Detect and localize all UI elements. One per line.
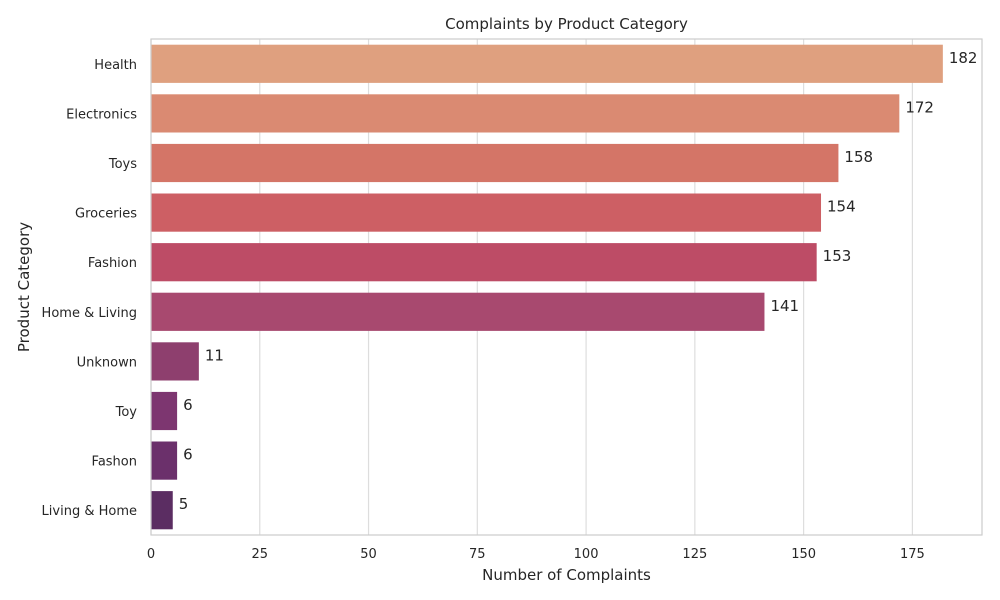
x-tick-label: 150 — [791, 547, 816, 562]
data-label: 182 — [949, 49, 978, 67]
y-tick-label: Groceries — [75, 207, 137, 222]
data-label: 141 — [770, 297, 799, 315]
data-label: 6 — [183, 396, 193, 414]
x-tick-label: 25 — [251, 547, 268, 562]
bar — [151, 143, 839, 183]
bar — [151, 193, 822, 232]
y-axis-title: Product Category — [15, 222, 33, 352]
x-tick-label: 125 — [682, 547, 707, 562]
bar — [151, 342, 199, 381]
bars — [151, 44, 943, 530]
y-tick-label: Fashion — [88, 256, 137, 271]
data-label: 5 — [179, 495, 189, 513]
x-tick-label: 75 — [469, 547, 486, 562]
bar — [151, 94, 900, 133]
data-label: 158 — [844, 148, 873, 166]
y-tick-label: Home & Living — [42, 306, 137, 321]
y-tick-labels: Health Electronics Toys Groceries Fashion Hom… — [42, 58, 138, 519]
y-tick-label: Health — [94, 58, 137, 73]
x-tick-label: 100 — [574, 547, 599, 562]
data-label: 172 — [905, 98, 934, 116]
data-label: 11 — [205, 346, 224, 364]
plot-frame — [150, 38, 983, 536]
x-axis-title: Number of Complaints — [482, 566, 651, 584]
data-label: 6 — [183, 446, 193, 464]
x-tick-labels: 0 25 50 75 100 125 150 175 — [147, 547, 925, 562]
bar — [151, 243, 817, 282]
y-tick-label: Fashon — [92, 455, 137, 470]
data-labels: 182 172 158 154 153 141 11 6 6 5 — [179, 49, 978, 513]
x-tick-label: 0 — [147, 547, 155, 562]
bar — [151, 491, 173, 530]
bar — [151, 44, 943, 83]
bar — [151, 292, 765, 331]
data-label: 153 — [823, 247, 852, 265]
x-tick-label: 175 — [900, 547, 925, 562]
y-tick-label: Unknown — [77, 355, 137, 370]
y-tick-label: Electronics — [66, 107, 137, 122]
data-label: 154 — [827, 198, 856, 216]
chart-title: Complaints by Product Category — [445, 15, 688, 33]
bar — [151, 391, 178, 431]
y-tick-label: Toys — [108, 157, 137, 172]
y-tick-label: Living & Home — [42, 504, 137, 519]
x-tick-label: 50 — [360, 547, 377, 562]
bar — [151, 441, 178, 480]
y-tick-label: Toy — [115, 405, 138, 420]
